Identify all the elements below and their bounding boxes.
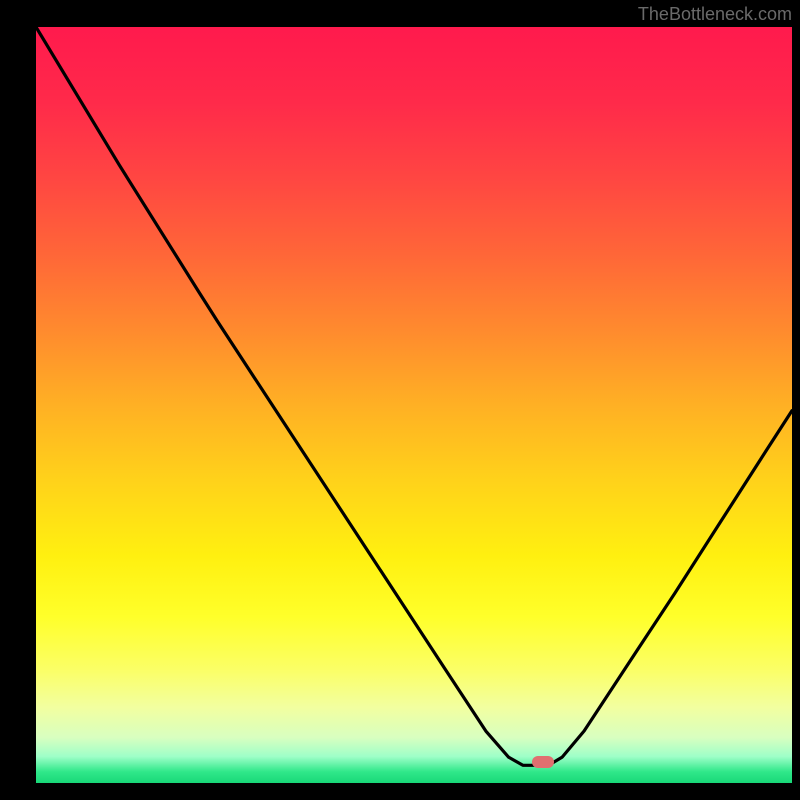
watermark-text: TheBottleneck.com [638,4,792,25]
optimum-marker [532,756,554,768]
plot-area [36,27,792,772]
bottleneck-curve [36,27,792,772]
